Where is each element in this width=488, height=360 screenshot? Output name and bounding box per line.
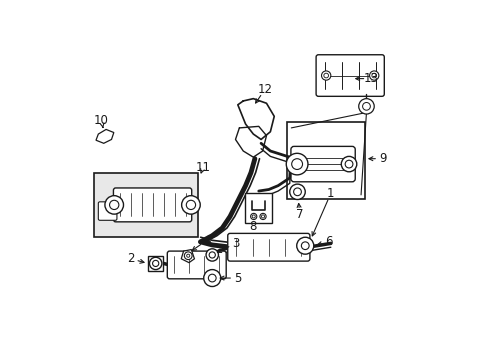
Text: 4: 4 [203,234,210,247]
Text: 9: 9 [378,152,386,165]
Circle shape [186,200,195,210]
Text: 5: 5 [234,271,241,284]
Circle shape [289,184,305,199]
Circle shape [369,71,378,80]
Text: 10: 10 [94,114,109,127]
Circle shape [358,99,373,114]
Circle shape [181,195,200,214]
FancyBboxPatch shape [290,147,354,182]
Circle shape [109,200,119,210]
FancyBboxPatch shape [113,188,191,222]
Text: 2: 2 [127,252,134,265]
Circle shape [208,274,216,282]
Text: 3: 3 [231,237,239,250]
Bar [244,193,271,222]
Circle shape [260,213,265,220]
FancyBboxPatch shape [315,55,384,96]
Bar [94,172,198,237]
Circle shape [341,156,356,172]
Circle shape [252,215,255,218]
Circle shape [186,254,189,257]
Circle shape [291,159,302,170]
Text: 13: 13 [363,72,378,85]
Text: 11: 11 [195,161,210,175]
Circle shape [261,215,264,218]
FancyBboxPatch shape [98,202,117,220]
Text: 1: 1 [326,187,334,200]
Circle shape [371,73,376,78]
Circle shape [184,252,192,260]
Bar [148,256,163,271]
FancyBboxPatch shape [227,233,309,261]
Circle shape [203,270,220,287]
Circle shape [301,242,308,249]
Circle shape [321,71,330,80]
Polygon shape [181,249,194,263]
Bar [287,122,364,199]
Circle shape [149,257,162,270]
Circle shape [205,249,218,261]
Circle shape [345,160,352,168]
Circle shape [105,195,123,214]
Circle shape [209,252,215,258]
Polygon shape [96,130,114,143]
Circle shape [152,260,159,266]
Circle shape [362,103,369,110]
Text: 8: 8 [249,220,257,233]
Circle shape [323,73,328,78]
Circle shape [296,237,313,254]
Text: 6: 6 [324,235,331,248]
Text: 7: 7 [295,208,303,221]
Circle shape [250,213,256,220]
Text: 12: 12 [257,83,272,96]
Circle shape [293,188,301,195]
FancyBboxPatch shape [167,251,226,279]
Circle shape [285,153,307,175]
